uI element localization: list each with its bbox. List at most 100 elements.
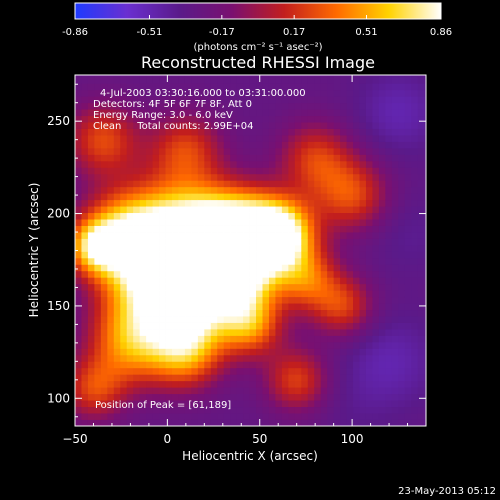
heatmap-cell bbox=[398, 219, 406, 226]
heatmap-cell bbox=[288, 309, 296, 317]
heatmap-cell bbox=[94, 225, 102, 233]
heatmap-cell bbox=[146, 206, 153, 214]
heatmap-cell bbox=[87, 244, 95, 252]
heatmap-cell bbox=[333, 76, 341, 84]
heatmap-cell bbox=[424, 115, 426, 123]
heatmap-cell bbox=[307, 361, 315, 369]
heatmap-cell bbox=[165, 257, 173, 265]
heatmap-cell bbox=[249, 238, 257, 246]
heatmap-cell bbox=[262, 413, 270, 420]
heatmap-cell bbox=[113, 400, 121, 408]
heatmap-cell bbox=[353, 180, 360, 188]
heatmap-cell bbox=[146, 374, 153, 382]
heatmap-cell bbox=[165, 122, 173, 129]
heatmap-cell bbox=[391, 199, 399, 207]
heatmap-cell bbox=[307, 316, 315, 323]
heatmap-cell bbox=[243, 173, 250, 181]
heatmap-cell bbox=[210, 232, 218, 239]
heatmap-cell bbox=[146, 225, 153, 233]
heatmap-cell bbox=[191, 89, 199, 97]
heatmap-cell bbox=[75, 400, 82, 408]
heatmap-cell bbox=[217, 400, 225, 408]
heatmap-cell bbox=[281, 109, 289, 117]
heatmap-cell bbox=[327, 186, 335, 194]
heatmap-cell bbox=[159, 322, 166, 330]
heatmap-cell bbox=[100, 219, 108, 226]
heatmap-cell bbox=[107, 322, 115, 330]
heatmap-cell bbox=[340, 109, 347, 117]
heatmap-cell bbox=[133, 199, 141, 207]
heatmap-cell bbox=[353, 335, 360, 343]
heatmap-cell bbox=[81, 160, 89, 168]
heatmap-cell bbox=[146, 309, 153, 317]
heatmap-cell bbox=[184, 406, 192, 414]
footer-date: 23-May-2013 05:12 bbox=[398, 486, 496, 497]
heatmap-cell bbox=[294, 296, 302, 304]
heatmap-cell bbox=[307, 96, 315, 104]
heatmap-cell bbox=[139, 193, 147, 201]
heatmap-cell bbox=[294, 212, 302, 220]
heatmap-cell bbox=[333, 232, 341, 239]
heatmap-cell bbox=[243, 367, 250, 375]
heatmap-cell bbox=[191, 212, 199, 220]
heatmap-cell bbox=[75, 180, 82, 188]
heatmap-cell bbox=[301, 341, 309, 349]
heatmap-cell bbox=[372, 167, 380, 175]
heatmap-cell bbox=[249, 322, 257, 330]
heatmap-cell bbox=[75, 167, 82, 175]
heatmap-cell bbox=[417, 135, 425, 142]
heatmap-cell bbox=[262, 277, 270, 285]
heatmap-cell bbox=[94, 199, 102, 207]
heatmap-cell bbox=[230, 270, 238, 278]
heatmap-cell bbox=[184, 160, 192, 168]
heatmap-cell bbox=[133, 135, 141, 142]
heatmap-cell bbox=[398, 244, 406, 252]
heatmap-cell bbox=[191, 83, 199, 91]
heatmap-cell bbox=[391, 128, 399, 136]
heatmap-cell bbox=[94, 147, 102, 155]
heatmap-cell bbox=[94, 361, 102, 369]
heatmap-cell bbox=[139, 147, 147, 155]
heatmap-cell bbox=[404, 341, 412, 349]
heatmap-cell bbox=[243, 374, 250, 382]
heatmap-cell bbox=[81, 75, 89, 78]
heatmap-cell bbox=[120, 193, 128, 201]
heatmap-cell bbox=[281, 75, 289, 78]
heatmap-cell bbox=[301, 128, 309, 136]
heatmap-cell bbox=[307, 75, 315, 78]
heatmap-cell bbox=[417, 264, 425, 272]
heatmap-cell bbox=[385, 419, 393, 426]
heatmap-cell bbox=[275, 380, 283, 388]
heatmap-cell bbox=[133, 270, 141, 278]
heatmap-cell bbox=[353, 406, 360, 414]
heatmap-cell bbox=[217, 135, 225, 142]
heatmap-cell bbox=[385, 348, 393, 356]
heatmap-cell bbox=[256, 348, 263, 356]
heatmap-cell bbox=[359, 419, 367, 426]
heatmap-cell bbox=[210, 167, 218, 175]
heatmap-cell bbox=[191, 309, 199, 317]
heatmap-cell bbox=[327, 89, 335, 97]
heatmap-cell bbox=[417, 193, 425, 201]
heatmap-cell bbox=[307, 173, 315, 181]
heatmap-cell bbox=[288, 374, 296, 382]
heatmap-cell bbox=[288, 238, 296, 246]
heatmap-cell bbox=[217, 193, 225, 201]
heatmap-cell bbox=[94, 83, 102, 91]
heatmap-cell bbox=[223, 413, 231, 420]
heatmap-cell bbox=[87, 96, 95, 104]
heatmap-cell bbox=[113, 283, 121, 291]
heatmap-cell bbox=[165, 322, 173, 330]
heatmap-cell bbox=[81, 419, 89, 426]
heatmap-cell bbox=[294, 329, 302, 336]
heatmap-cell bbox=[398, 380, 406, 388]
heatmap-cell bbox=[333, 316, 341, 323]
heatmap-cell bbox=[249, 115, 257, 123]
heatmap-cell bbox=[230, 413, 238, 420]
heatmap-cell bbox=[100, 367, 108, 375]
heatmap-cell bbox=[165, 406, 173, 414]
heatmap-cell bbox=[249, 335, 257, 343]
heatmap-cell bbox=[346, 122, 354, 129]
heatmap-cell bbox=[314, 251, 322, 259]
heatmap-cell bbox=[320, 244, 328, 252]
